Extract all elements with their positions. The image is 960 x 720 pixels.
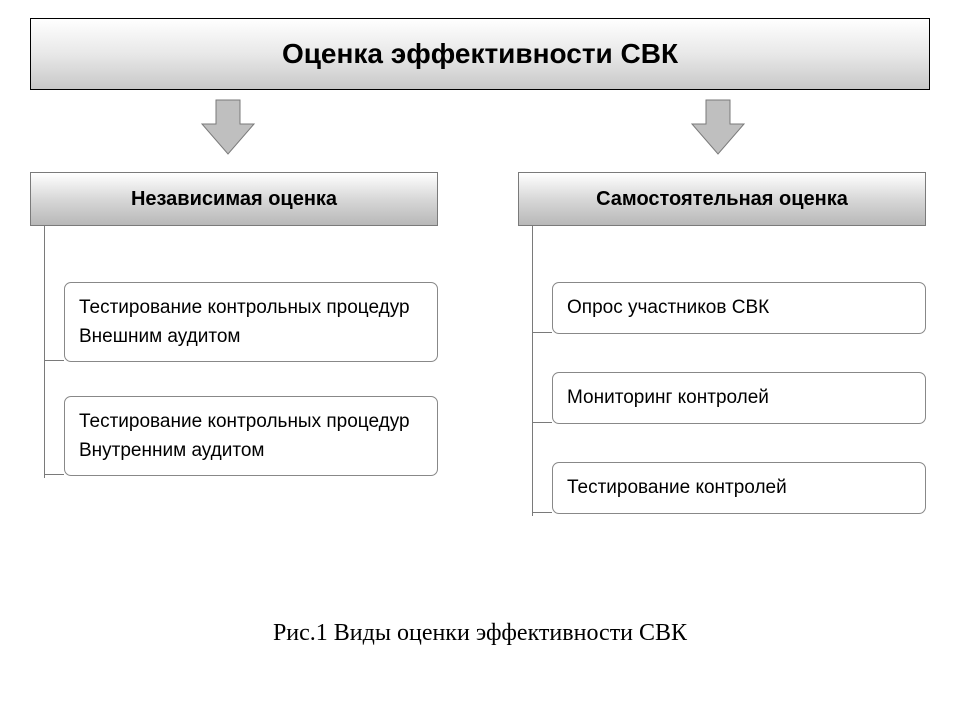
left-item-1-line2: Внешним аудитом [79, 322, 423, 351]
caption-text: Рис.1 Виды оценки эффективности СВК [273, 620, 687, 646]
arrow-down-right-icon [688, 98, 748, 156]
right-conn-2 [532, 422, 552, 423]
figure-caption: Рис.1 Виды оценки эффективности СВК [0, 620, 960, 647]
main-title-box: Оценка эффективности СВК [30, 18, 930, 90]
left-header-text: Независимая оценка [131, 188, 337, 211]
right-vertical-connector [532, 226, 533, 516]
arrow-path [202, 100, 254, 154]
left-conn-1 [44, 360, 64, 361]
right-item-1-line1: Опрос участников СВК [567, 293, 911, 322]
left-conn-2 [44, 474, 64, 475]
arrow-path [692, 100, 744, 154]
right-item-3-line1: Тестирование контролей [567, 473, 911, 502]
right-conn-1 [532, 332, 552, 333]
right-header-box: Самостоятельная оценка [518, 172, 926, 226]
arrow-down-left-icon [198, 98, 258, 156]
left-vertical-connector [44, 226, 45, 478]
main-title-text: Оценка эффективности СВК [282, 38, 678, 70]
left-item-2: Тестирование контрольных процедур Внутре… [64, 396, 438, 476]
right-item-1: Опрос участников СВК [552, 282, 926, 334]
right-conn-3 [532, 512, 552, 513]
left-item-1: Тестирование контрольных процедур Внешни… [64, 282, 438, 362]
left-item-2-line1: Тестирование контрольных процедур [79, 407, 423, 436]
left-header-box: Независимая оценка [30, 172, 438, 226]
left-item-2-line2: Внутренним аудитом [79, 436, 423, 465]
right-item-3: Тестирование контролей [552, 462, 926, 514]
right-item-2: Мониторинг контролей [552, 372, 926, 424]
right-header-text: Самостоятельная оценка [596, 188, 848, 211]
right-item-2-line1: Мониторинг контролей [567, 383, 911, 412]
left-item-1-line1: Тестирование контрольных процедур [79, 293, 423, 322]
